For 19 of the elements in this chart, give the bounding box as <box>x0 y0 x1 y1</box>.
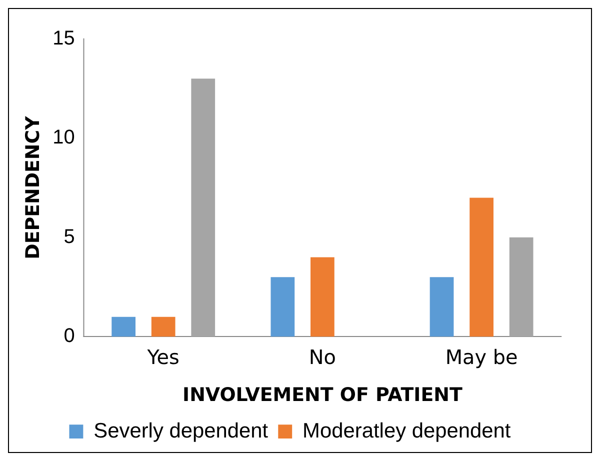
y-tick-label: 15 <box>52 27 75 50</box>
legend-label: Moderatley dependent <box>302 419 511 442</box>
y-tick-label: 10 <box>52 126 75 149</box>
legend-label: Severly dependent <box>94 419 268 442</box>
bar <box>191 78 216 337</box>
y-tick-label: 0 <box>64 325 75 348</box>
bar <box>151 316 176 337</box>
bar <box>430 277 454 337</box>
bar <box>509 237 534 337</box>
x-axis-title: INVOLVEMENT OF PATIENT <box>182 384 462 406</box>
x-tick-label: No <box>308 346 336 369</box>
x-tick-label: Yes <box>146 346 180 369</box>
x-tick-label: May be <box>445 346 518 369</box>
y-axis-title: DEPENDENCY <box>22 116 44 260</box>
bar <box>270 277 295 337</box>
y-tick-label: 5 <box>64 226 75 248</box>
bar <box>112 316 136 337</box>
bar <box>470 198 494 337</box>
bar <box>310 257 334 337</box>
